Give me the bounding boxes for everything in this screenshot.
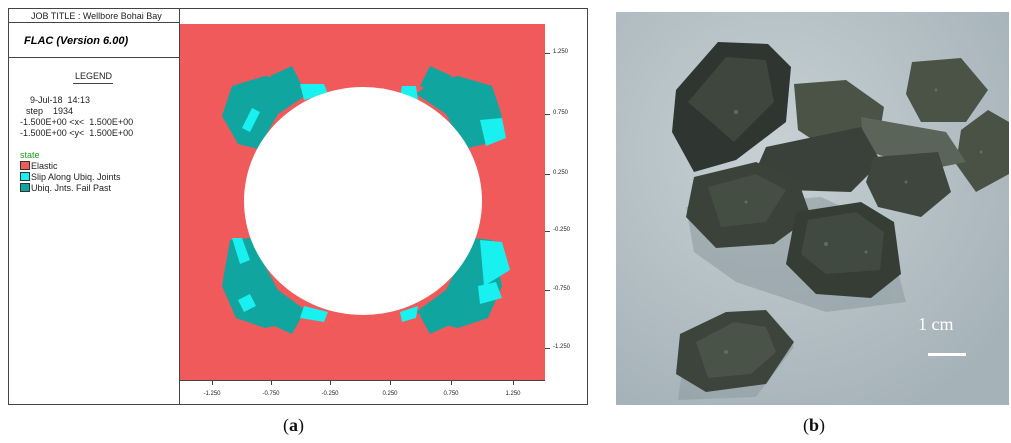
- rock-photo-panel: 1 cm: [616, 12, 1009, 405]
- y-tick-label: -0.750: [553, 286, 571, 292]
- job-title: JOB TITLE : Wellbore Bohai Bay: [9, 9, 179, 23]
- x-tick-label: 0.250: [382, 391, 398, 397]
- y-tick-mark: [545, 174, 550, 175]
- x-tick-label: 0.750: [443, 391, 459, 397]
- legend-label: Elastic: [31, 161, 58, 171]
- legend-underline: [73, 83, 113, 84]
- legend-item-elastic: Elastic: [20, 161, 58, 171]
- legend-label: Ubiq. Jnts. Fail Past: [31, 183, 112, 193]
- elastic-swatch: [20, 161, 30, 170]
- failure-zone-lower-left: [222, 238, 328, 334]
- x-tick-mark: [451, 381, 452, 385]
- legend-item-slip: Slip Along Ubiq. Joints: [20, 172, 121, 182]
- y-axis: 1.250 0.750 0.250 -0.250 -0.750 -1.250: [545, 9, 587, 389]
- y-tick-mark: [545, 114, 550, 115]
- rock-fragment: [686, 162, 811, 248]
- scale-bar: [928, 353, 966, 356]
- x-tick-label: -0.250: [321, 391, 339, 397]
- rock-fragment: [956, 110, 1009, 192]
- legend-item-fail: Ubiq. Jnts. Fail Past: [20, 183, 111, 193]
- date-time: 9-Jul-18 14:13: [30, 95, 91, 105]
- x-tick-mark: [212, 381, 213, 385]
- wellbore-hole: [244, 87, 482, 315]
- y-tick-label: 0.250: [553, 170, 569, 176]
- x-axis: -1.250 -0.750 -0.250 0.250 0.750 1.250: [180, 380, 545, 405]
- step-count: step 1934: [26, 106, 74, 116]
- caption-a: (a): [283, 415, 304, 435]
- x-tick-label: 1.250: [505, 391, 521, 397]
- program-title: FLAC (Version 6.00): [9, 24, 179, 58]
- flac-plot-panel: JOB TITLE : Wellbore Bohai Bay FLAC (Ver…: [8, 8, 588, 405]
- state-label: state: [20, 150, 40, 160]
- x-tick-mark: [330, 381, 331, 385]
- caption-b: (b): [803, 415, 826, 435]
- y-tick-label: -1.250: [553, 344, 571, 350]
- scale-bar-label: 1 cm: [918, 314, 954, 334]
- rock-fragment: [786, 202, 901, 298]
- y-tick-mark: [545, 348, 550, 349]
- y-range: -1.500E+00 <y< 1.500E+00: [20, 128, 134, 138]
- rock-fragment: [866, 152, 951, 217]
- x-tick-label: -0.750: [262, 391, 280, 397]
- rock-fragment: [676, 310, 794, 392]
- failure-zone-lower-right: [400, 238, 510, 334]
- x-tick-label: -1.250: [203, 391, 221, 397]
- rock-photo: [616, 12, 1009, 405]
- y-tick-label: 0.750: [553, 110, 569, 116]
- x-tick-mark: [390, 381, 391, 385]
- wellbore-plot: [180, 24, 545, 380]
- y-tick-mark: [545, 53, 550, 54]
- failure-zone-upper-left: [222, 66, 328, 149]
- y-tick-mark: [545, 290, 550, 291]
- x-tick-mark: [271, 381, 272, 385]
- y-tick-label: 1.250: [553, 49, 569, 55]
- legend-title: LEGEND: [75, 71, 113, 81]
- fail-swatch: [20, 183, 30, 192]
- legend-label: Slip Along Ubiq. Joints: [31, 172, 121, 182]
- rock-fragment: [672, 42, 791, 172]
- y-tick-mark: [545, 231, 550, 232]
- x-tick-mark: [513, 381, 514, 385]
- x-range: -1.500E+00 <x< 1.500E+00: [20, 117, 134, 127]
- legend-column: [9, 9, 180, 404]
- y-tick-label: -0.250: [553, 227, 571, 233]
- rock-fragment: [906, 58, 988, 122]
- slip-swatch: [20, 172, 30, 181]
